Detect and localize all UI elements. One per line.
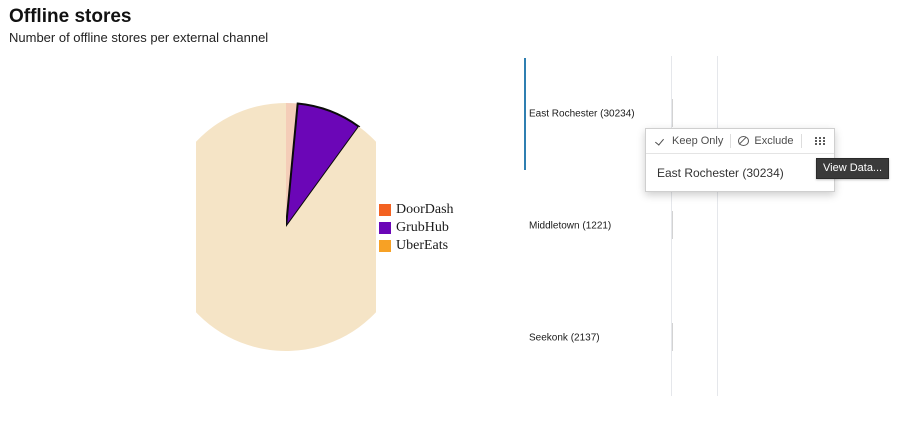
keep-only-button[interactable]: Keep Only (656, 131, 723, 151)
gridline (717, 56, 718, 396)
exclude-icon (738, 136, 750, 146)
bar-row-seekonk[interactable]: Seekonk (2137) (524, 282, 673, 394)
page-subtitle: Number of offline stores per external ch… (9, 30, 269, 45)
dashboard-header: Offline stores Number of offline stores … (9, 6, 902, 46)
keep-only-label: Keep Only (672, 135, 724, 147)
exclude-label: Exclude (754, 135, 794, 147)
table-grid-icon (814, 137, 826, 145)
check-icon (656, 136, 667, 147)
toolbar-divider (730, 134, 732, 148)
selected-item: East Rochester (30234) (646, 154, 834, 191)
legend-item-ubereats[interactable]: UberEats (379, 237, 499, 255)
legend-item-grubhub[interactable]: GrubHub (379, 219, 499, 237)
legend-label-ubereats: UberEats (396, 238, 449, 253)
pie-chart-panel: DoorDash GrubHub UberEats (162, 102, 499, 351)
legend-label-doordash: DoorDash (396, 202, 454, 217)
legend-item-doordash[interactable]: DoorDash (379, 201, 499, 219)
bar-label-middletown: Middletown (1221) (529, 220, 612, 232)
pie-chart (162, 102, 410, 351)
pie-slice-ubereats[interactable] (162, 103, 410, 351)
bar-label-east-rochester: East Rochester (30234) (529, 108, 635, 120)
pie-slice-grubhub[interactable] (284, 102, 361, 231)
axis-tick (672, 323, 673, 351)
selected-item-label: East Rochester (30234) (657, 165, 784, 180)
store-bar-chart: East Rochester (30234) Middletown (1221)… (520, 56, 922, 431)
bar-label-seekonk: Seekonk (2137) (529, 332, 600, 344)
legend-label-grubhub: GrubHub (396, 220, 449, 235)
axis-tick (672, 211, 673, 239)
legend-swatch-ubereats (379, 240, 391, 252)
view-data-tooltip: View Data... (816, 158, 890, 179)
gridline (671, 56, 672, 396)
toolbar-divider (800, 134, 802, 148)
pie-legend: DoorDash GrubHub UberEats (379, 201, 499, 255)
legend-swatch-grubhub (379, 222, 391, 234)
bar-east-rochester[interactable] (524, 58, 526, 170)
axis-tick (672, 99, 673, 127)
page-title: Offline stores (9, 6, 132, 27)
selection-context-menu: Keep Only Exclude East Rochester (30234) (645, 128, 835, 192)
context-toolbar: Keep Only Exclude (646, 129, 834, 154)
legend-swatch-doordash (379, 204, 391, 216)
exclude-button[interactable]: Exclude (738, 131, 794, 151)
view-data-button[interactable] (809, 131, 826, 151)
